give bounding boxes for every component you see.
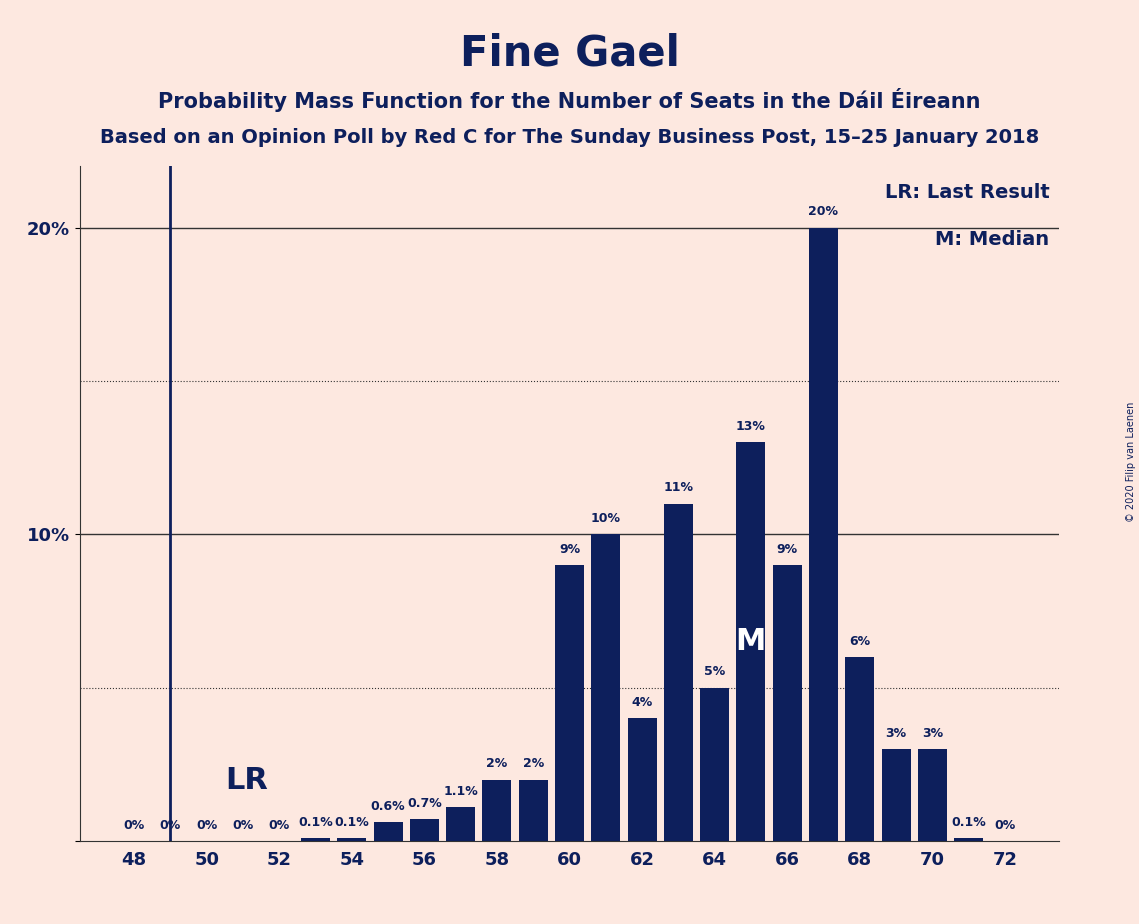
Bar — [700, 687, 729, 841]
Text: 2%: 2% — [486, 758, 508, 771]
Bar — [301, 838, 330, 841]
Bar — [555, 565, 584, 841]
Text: 10%: 10% — [591, 512, 621, 525]
Text: Probability Mass Function for the Number of Seats in the Dáil Éireann: Probability Mass Function for the Number… — [158, 88, 981, 112]
Text: M: M — [736, 627, 767, 656]
Bar — [809, 227, 838, 841]
Text: 2%: 2% — [523, 758, 543, 771]
Bar — [954, 838, 983, 841]
Text: 4%: 4% — [631, 696, 653, 709]
Text: 0.1%: 0.1% — [951, 816, 986, 829]
Bar — [918, 748, 947, 841]
Bar — [337, 838, 367, 841]
Text: 0%: 0% — [232, 819, 254, 832]
Text: LR: Last Result: LR: Last Result — [885, 183, 1049, 202]
Bar — [845, 657, 875, 841]
Bar — [518, 780, 548, 841]
Bar — [772, 565, 802, 841]
Bar — [410, 820, 439, 841]
Bar — [446, 808, 475, 841]
Text: 0%: 0% — [196, 819, 218, 832]
Text: 9%: 9% — [777, 542, 797, 555]
Text: 0%: 0% — [994, 819, 1016, 832]
Bar — [737, 443, 765, 841]
Text: 0.1%: 0.1% — [335, 816, 369, 829]
Bar — [591, 534, 621, 841]
Text: 13%: 13% — [736, 420, 765, 433]
Text: 0%: 0% — [269, 819, 290, 832]
Text: 11%: 11% — [663, 481, 694, 494]
Text: © 2020 Filip van Laenen: © 2020 Filip van Laenen — [1125, 402, 1136, 522]
Bar — [628, 718, 656, 841]
Bar — [882, 748, 910, 841]
Text: 20%: 20% — [809, 205, 838, 218]
Text: 5%: 5% — [704, 665, 726, 678]
Text: 9%: 9% — [559, 542, 580, 555]
Bar — [483, 780, 511, 841]
Text: 6%: 6% — [850, 635, 870, 648]
Text: 3%: 3% — [921, 726, 943, 739]
Text: 0.1%: 0.1% — [298, 816, 333, 829]
Text: M: Median: M: Median — [935, 230, 1049, 249]
Text: 1.1%: 1.1% — [443, 784, 478, 798]
Text: 0%: 0% — [123, 819, 145, 832]
Bar — [374, 822, 402, 841]
Text: 0.6%: 0.6% — [371, 800, 405, 813]
Text: LR: LR — [224, 766, 268, 795]
Bar — [664, 504, 693, 841]
Text: Based on an Opinion Poll by Red C for The Sunday Business Post, 15–25 January 20: Based on an Opinion Poll by Red C for Th… — [100, 128, 1039, 147]
Text: 0.7%: 0.7% — [407, 797, 442, 810]
Text: 3%: 3% — [885, 726, 907, 739]
Text: Fine Gael: Fine Gael — [459, 32, 680, 74]
Text: 0%: 0% — [159, 819, 181, 832]
